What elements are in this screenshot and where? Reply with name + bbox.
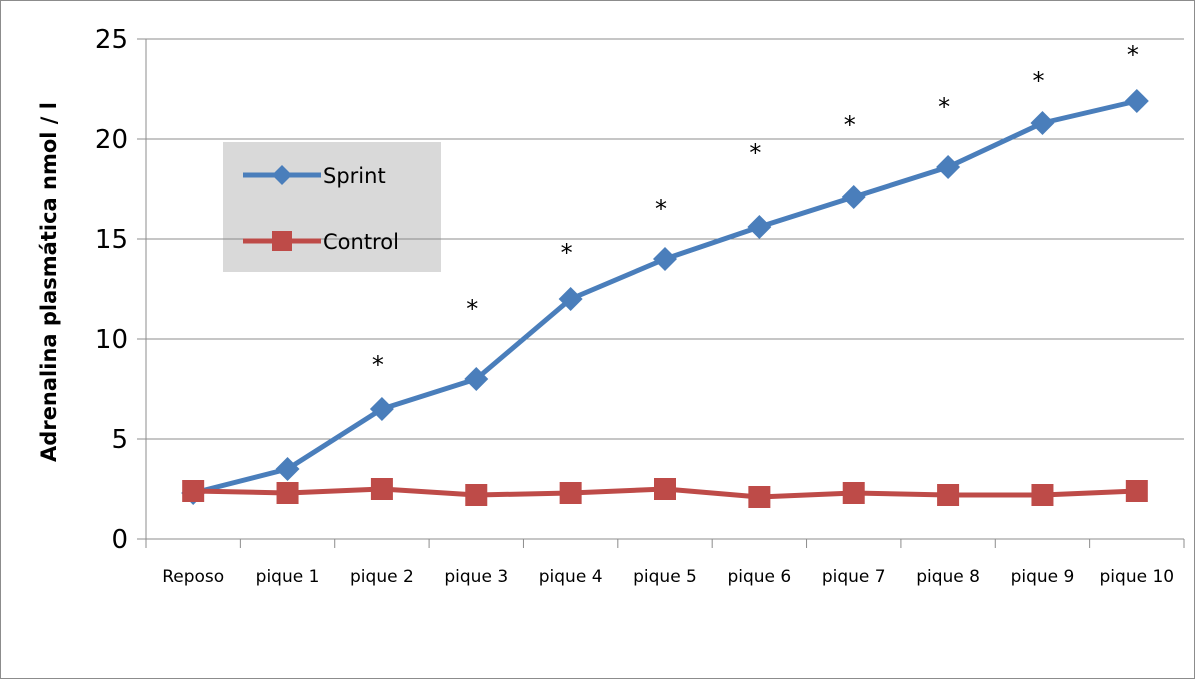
point-control-10 — [1125, 480, 1148, 502]
significance-marker-5: * — [655, 195, 667, 223]
x-tick-label-4: pique 4 — [539, 567, 603, 587]
x-tick-label-1: pique 1 — [256, 567, 320, 587]
legend-box — [223, 142, 441, 272]
x-tick-label-8: pique 8 — [916, 567, 980, 587]
x-tick-label-9: pique 9 — [1011, 567, 1075, 587]
point-control-4 — [559, 482, 582, 504]
point-control-3 — [465, 484, 488, 506]
point-control-2 — [370, 478, 393, 500]
point-control-1 — [276, 482, 299, 504]
x-tick-label-3: pique 3 — [444, 567, 508, 587]
legend-marker-sprint — [272, 165, 292, 185]
series-layer — [181, 89, 1149, 508]
significance-marker-9: * — [1032, 67, 1044, 95]
y-tick-label-25: 25 — [95, 25, 128, 55]
point-control-7 — [842, 482, 865, 504]
significance-marker-3: * — [466, 295, 478, 323]
point-sprint-10 — [1124, 89, 1149, 113]
significance-marker-2: * — [372, 351, 384, 379]
legend-marker-control — [272, 231, 292, 251]
y-axis-label: Adrenalina plasmática nmol / l — [37, 102, 61, 462]
y-tick-label-10: 10 — [95, 325, 128, 355]
x-tick-label-0: Reposo — [162, 567, 224, 587]
point-control-9 — [1031, 484, 1054, 506]
legend-item-sprint: Sprint — [243, 164, 386, 188]
point-sprint-1 — [275, 457, 300, 481]
significance-marker-8: * — [938, 93, 950, 121]
point-sprint-6 — [747, 215, 772, 239]
legend-label-sprint: Sprint — [323, 164, 386, 188]
legend: Sprint Control — [243, 164, 399, 254]
significance-marker-10: * — [1127, 41, 1139, 69]
point-sprint-3 — [464, 367, 489, 391]
y-axis: 0 5 10 15 20 25 — [95, 25, 147, 555]
legend-item-control: Control — [243, 230, 399, 254]
x-tick-label-2: pique 2 — [350, 567, 414, 587]
significance-marker-6: * — [749, 139, 761, 167]
point-sprint-2 — [369, 397, 394, 421]
legend-label-control: Control — [323, 230, 399, 254]
significance-markers: * * * * * * * * * — [372, 41, 1139, 379]
x-axis: Reposo pique 1 pique 2 pique 3 pique 4 pique … — [145, 538, 1185, 587]
point-sprint-9 — [1030, 111, 1055, 135]
significance-marker-7: * — [844, 111, 856, 139]
point-control-0 — [182, 480, 205, 502]
y-tick-label-20: 20 — [95, 125, 128, 155]
x-tick-label-6: pique 6 — [727, 567, 791, 587]
y-tick-label-15: 15 — [95, 225, 128, 255]
significance-marker-4: * — [561, 239, 573, 267]
point-sprint-4 — [558, 287, 583, 311]
x-tick-label-5: pique 5 — [633, 567, 697, 587]
y-tick-label-5: 5 — [111, 425, 128, 455]
point-control-6 — [748, 486, 771, 508]
point-control-8 — [937, 484, 960, 506]
point-sprint-8 — [936, 155, 961, 179]
x-tick-label-10: pique 10 — [1100, 567, 1175, 587]
y-tick-label-0: 0 — [111, 525, 128, 555]
point-sprint-7 — [841, 185, 866, 209]
point-sprint-5 — [653, 247, 677, 271]
point-control-5 — [654, 478, 676, 500]
x-tick-label-7: pique 7 — [822, 567, 886, 587]
